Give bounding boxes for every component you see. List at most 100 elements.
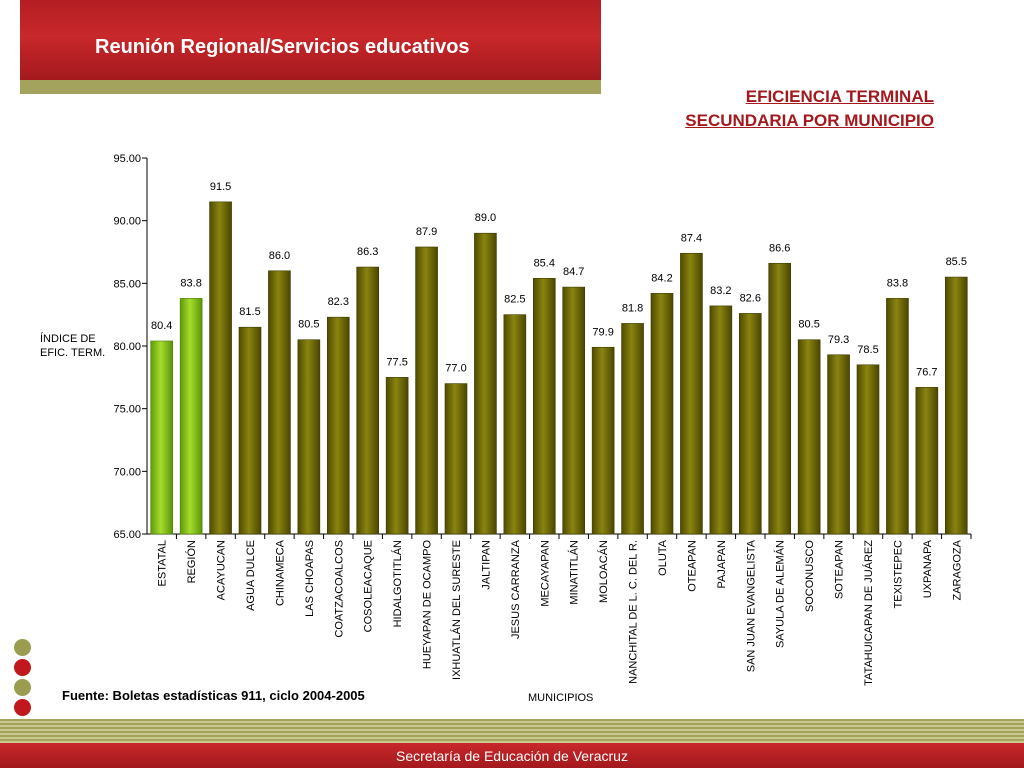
header-band <box>20 0 601 80</box>
data-label: 87.9 <box>416 226 437 238</box>
data-label: 82.3 <box>328 296 349 308</box>
slide-title: Reunión Regional/Servicios educativos <box>95 36 470 58</box>
footer-stripe <box>0 719 1024 743</box>
bar <box>886 298 909 535</box>
data-label: 77.5 <box>386 356 407 368</box>
bar <box>326 316 350 535</box>
bar <box>915 387 939 535</box>
y-tick-label: 75.00 <box>113 404 141 416</box>
category-label: IXHUATLÁN DEL SURESTE <box>450 540 463 680</box>
y-tick-label: 80.00 <box>113 341 141 353</box>
bar <box>356 266 380 535</box>
category-label: SAN JUAN EVANGELISTA <box>745 539 757 672</box>
y-tick-label: 95.00 <box>113 153 141 165</box>
chart-title-line1: EFICIENCIA TERMINAL <box>745 87 934 106</box>
decorative-dot <box>14 659 31 676</box>
decorative-dot <box>14 679 31 696</box>
bar <box>385 377 409 535</box>
category-label: COSOLEACAQUE <box>363 540 375 632</box>
source-note: Fuente: Boletas estadísticas 911, ciclo … <box>62 688 365 703</box>
category-label: HIDALGOTITLÁN <box>391 540 404 627</box>
category-label: PAJAPAN <box>716 540 728 589</box>
category-label: HUEYAPAN DE OCAMPO <box>422 540 434 670</box>
bar <box>738 313 762 535</box>
bar <box>238 326 262 535</box>
data-label: 86.0 <box>269 250 290 262</box>
category-label: ACAYUCAN <box>216 540 228 600</box>
bar <box>297 339 321 535</box>
category-label: ESTATAL <box>157 540 169 586</box>
category-label: MOLOACÁN <box>597 540 610 603</box>
data-label: 76.7 <box>916 366 937 378</box>
data-label: 77.0 <box>445 363 466 375</box>
category-label: CHINAMECA <box>274 539 286 606</box>
bar <box>709 305 733 535</box>
footer-band <box>0 743 1024 768</box>
bar <box>797 339 821 535</box>
data-label: 81.8 <box>622 302 643 314</box>
data-label: 84.7 <box>563 266 584 278</box>
data-label: 82.5 <box>504 294 525 306</box>
chart-title-line2: SECUNDARIA POR MUNICIPIO <box>685 111 934 130</box>
y-tick-label: 70.00 <box>113 466 141 478</box>
bar <box>415 246 438 535</box>
category-label: MINATITLÁN <box>568 540 581 605</box>
category-label: AGUA DULCE <box>245 540 257 611</box>
decorative-dot <box>14 639 31 656</box>
y-tick-label: 90.00 <box>113 216 141 228</box>
data-label: 80.5 <box>298 319 319 331</box>
y-tick-label: 65.00 <box>113 529 141 541</box>
data-label: 79.9 <box>592 326 613 338</box>
header-stripe <box>20 80 601 94</box>
bar <box>856 364 880 535</box>
category-label: JALTIPAN <box>480 540 492 590</box>
data-label: 80.5 <box>798 319 819 331</box>
category-label: UXPANAPA <box>922 539 934 598</box>
category-label: NANCHITAL DE L. C. DEL R. <box>628 540 640 684</box>
category-label: LAS CHOAPAS <box>304 540 316 617</box>
data-label: 81.5 <box>239 306 260 318</box>
category-label: OLUTA <box>657 539 669 576</box>
bar <box>503 314 527 535</box>
footer-text: Secretaría de Educación de Veracruz <box>396 748 628 764</box>
bar <box>532 278 556 535</box>
bar-chart: 65.00 70.00 75.00 80.00 85.00 90.00 95.00 80.4 E… <box>113 153 972 686</box>
bar <box>150 340 174 535</box>
bar <box>444 383 468 535</box>
bar <box>474 232 497 535</box>
x-axis-label: MUNICIPIOS <box>528 692 594 704</box>
bar <box>179 298 203 535</box>
bar <box>562 286 586 535</box>
data-label: 83.8 <box>180 277 201 289</box>
data-label: 84.2 <box>651 272 672 284</box>
category-label: TEXISTEPEC <box>892 540 904 609</box>
data-label: 85.5 <box>946 256 967 268</box>
data-label: 79.3 <box>828 334 849 346</box>
y-axis-label: ÍNDICE DE EFIC. TERM. <box>40 333 106 359</box>
category-label: JESUS CARRANZA <box>510 539 522 639</box>
bar <box>827 354 850 535</box>
data-label: 80.4 <box>151 320 172 332</box>
data-label: 89.0 <box>475 212 496 224</box>
bar <box>944 276 968 535</box>
data-label: 91.5 <box>210 181 231 193</box>
y-tick-label: 85.00 <box>113 278 141 290</box>
data-label: 85.4 <box>534 257 555 269</box>
bar <box>650 293 674 535</box>
bar <box>268 270 291 535</box>
bar <box>768 262 792 535</box>
category-label: REGIÓN <box>185 540 198 583</box>
category-label: OTEAPAN <box>686 540 698 592</box>
bar <box>621 323 644 535</box>
category-label: ZARAGOZA <box>951 539 963 600</box>
bar <box>680 252 703 535</box>
category-label: TATAHUICAPAN DE JUÁREZ <box>862 540 875 686</box>
data-label: 82.6 <box>740 292 761 304</box>
data-label: 83.2 <box>710 285 731 297</box>
data-label: 86.6 <box>769 242 790 254</box>
bar <box>209 201 232 535</box>
data-label: 83.8 <box>887 277 908 289</box>
decorative-dot <box>14 699 31 716</box>
category-label: SOTEAPAN <box>834 540 846 599</box>
category-label: MECAYAPAN <box>539 540 551 607</box>
